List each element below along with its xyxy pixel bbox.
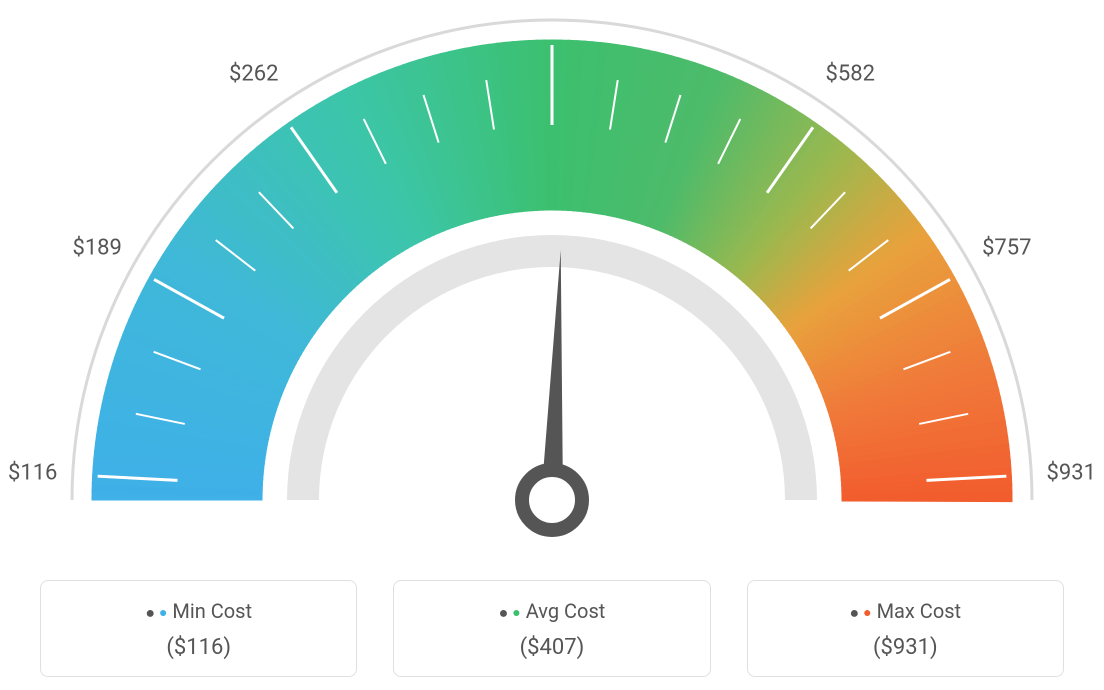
gauge-chart: $116$189$262$407$582$757$931: [0, 0, 1104, 560]
legend-row: ● Min Cost ($116) ● Avg Cost ($407) ● Ma…: [0, 580, 1104, 677]
legend-avg-value: ($407): [404, 635, 699, 660]
gauge-tick-label: $116: [8, 460, 57, 485]
gauge-svg: [0, 0, 1104, 560]
legend-min-label: ● Min Cost: [51, 599, 346, 623]
legend-max-value: ($931): [758, 635, 1053, 660]
legend-avg-label: ● Avg Cost: [404, 599, 699, 623]
gauge-tick-label: $582: [826, 62, 875, 87]
gauge-tick-label: $262: [229, 62, 278, 87]
legend-max-label: ● Max Cost: [758, 599, 1053, 623]
legend-min-box: ● Min Cost ($116): [40, 580, 357, 677]
gauge-tick-label: $189: [72, 235, 121, 260]
legend-max-box: ● Max Cost ($931): [747, 580, 1064, 677]
legend-min-value: ($116): [51, 635, 346, 660]
gauge-tick-label: $931: [1047, 460, 1096, 485]
legend-avg-box: ● Avg Cost ($407): [393, 580, 710, 677]
gauge-tick-label: $757: [982, 235, 1031, 260]
